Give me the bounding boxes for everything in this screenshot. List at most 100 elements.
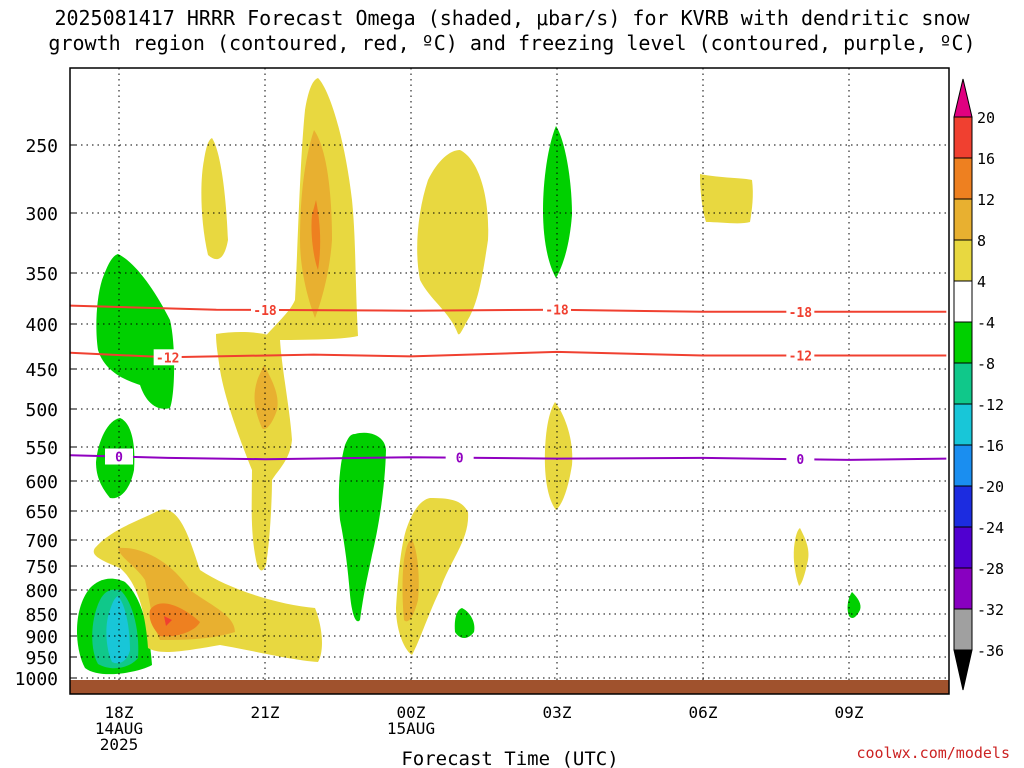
y-tick-label: 250	[25, 136, 58, 157]
contour-label-bg	[543, 301, 571, 318]
colorbar-label: 12	[977, 191, 995, 209]
x-tick-label: 21Z	[251, 703, 280, 722]
contour-label: -18	[789, 306, 813, 321]
y-tick-label: 650	[25, 502, 58, 523]
colorbar-bin	[953, 362, 973, 405]
contour-label-bg	[786, 303, 815, 320]
colorbar-bin	[953, 157, 973, 200]
colorbar-bin	[953, 116, 973, 159]
y-tick-label: 400	[25, 315, 58, 336]
contour-label-bg	[153, 349, 182, 366]
y-tick-label: 550	[25, 438, 58, 459]
omega-region-yellow-06z	[700, 174, 753, 224]
contour-label-bg	[105, 448, 133, 465]
y-tick-label: 900	[25, 627, 58, 648]
contour-label: -18	[545, 304, 569, 319]
colorbar-label: -24	[977, 519, 1004, 537]
omega-region-cyan-low	[106, 596, 130, 664]
omega-region-green-upper-left	[96, 254, 175, 409]
grid	[70, 68, 949, 694]
y-tick-label: 950	[25, 648, 58, 669]
colorbar-label: -36	[977, 642, 1004, 660]
x-tick-label: 2025	[100, 735, 139, 754]
colorbar-label: -20	[977, 478, 1004, 496]
contour-0	[70, 454, 947, 461]
contour-label-bg	[786, 451, 815, 468]
y-tick-label: 350	[25, 264, 58, 285]
contour-label: 0	[115, 451, 123, 466]
colorbar-bin	[953, 403, 973, 446]
contour-label-bg	[786, 347, 815, 364]
x-tick-label: 00Z	[397, 703, 426, 722]
contour--12	[70, 350, 947, 359]
colorbar-bin	[953, 608, 973, 651]
omega-region-yellow-20z	[201, 138, 228, 260]
contour-label: -12	[156, 351, 179, 366]
contour-label: 0	[456, 452, 464, 467]
ground-bar	[70, 680, 949, 694]
omega-region-green-03z-upper	[543, 126, 572, 278]
contour-label: -12	[789, 350, 812, 365]
contour-label-bg	[251, 301, 279, 318]
colorbar-label: -12	[977, 396, 1004, 414]
chart-title: 2025081417 HRRR Forecast Omega (shaded, …	[0, 6, 1024, 56]
y-tick-label: 700	[25, 531, 58, 552]
contour--18	[70, 304, 947, 313]
title-line-1: 2025081417 HRRR Forecast Omega (shaded, …	[54, 6, 970, 30]
omega-region-green-01z	[454, 608, 475, 638]
plot-frame	[69, 67, 950, 695]
colorbar-bin	[953, 280, 973, 323]
colorbar-label: -32	[977, 601, 1004, 619]
colorbar-arrow-bottom	[953, 649, 973, 691]
y-tick-label: 450	[25, 360, 58, 381]
omega-region-yellow-00z-lower	[396, 498, 469, 655]
contour-label: 0	[796, 453, 804, 468]
x-axis-label: Forecast Time (UTC)	[401, 748, 618, 768]
colorbar-label: 20	[977, 109, 995, 127]
omega-region-yellow-21z	[216, 332, 292, 571]
contours: -18 -18 -18 -12 -12 0 0 0	[70, 301, 947, 468]
colorbar-arrow-top	[953, 78, 973, 118]
colorbar-bin	[953, 239, 973, 282]
y-tick-label: 600	[25, 472, 58, 493]
colorbar-bin	[953, 485, 973, 528]
colorbar-label: -16	[977, 437, 1004, 455]
colorbar-bin	[953, 198, 973, 241]
omega-region-green-09z	[847, 592, 861, 618]
colorbar-bin	[953, 321, 973, 364]
x-tick-label: 18Z	[105, 703, 134, 722]
contour-label-bg	[445, 449, 474, 466]
y-tick-label: 300	[25, 204, 58, 225]
colorbar-bin	[953, 444, 973, 487]
contour-label: -18	[253, 304, 277, 319]
x-tick-label: 03Z	[543, 703, 572, 722]
y-tick-label: 500	[25, 400, 58, 421]
x-tick-label: 14AUG	[95, 719, 143, 738]
colorbar-bin	[953, 526, 973, 569]
colorbar-bin	[953, 567, 973, 610]
x-tick-label: 09Z	[835, 703, 864, 722]
x-tick-label: 06Z	[689, 703, 718, 722]
y-tick-label: 850	[25, 605, 58, 626]
omega-region-green-23z	[338, 432, 386, 622]
y-tick-label: 750	[25, 557, 58, 578]
omega-region-darkorange-low-left	[149, 603, 200, 637]
colorbar-label: -4	[977, 314, 995, 332]
credit-text: coolwx.com/models	[856, 744, 1010, 762]
omega-region-darkorange-22z	[311, 200, 321, 270]
title-line-2: growth region (contoured, red, ºC) and f…	[48, 31, 976, 55]
y-tick-label: 1000	[15, 669, 58, 690]
omega-region-yellow-08z	[793, 528, 809, 586]
omega-region-orange-21z	[254, 365, 278, 430]
omega-shading	[76, 78, 861, 675]
colorbar-label: 4	[977, 273, 986, 291]
colorbar: -36 -32 -28 -24 -20 -16 -12 -8 -4 4 8 12 16 20	[953, 78, 1004, 691]
y-axis: 2503003504004505005506006507007508008509…	[15, 136, 76, 690]
colorbar-label: -28	[977, 560, 1004, 578]
omega-region-yellow-03z-lower	[544, 402, 573, 510]
colorbar-label: 8	[977, 232, 986, 250]
y-tick-label: 800	[25, 581, 58, 602]
x-tick-label: 15AUG	[387, 719, 435, 738]
